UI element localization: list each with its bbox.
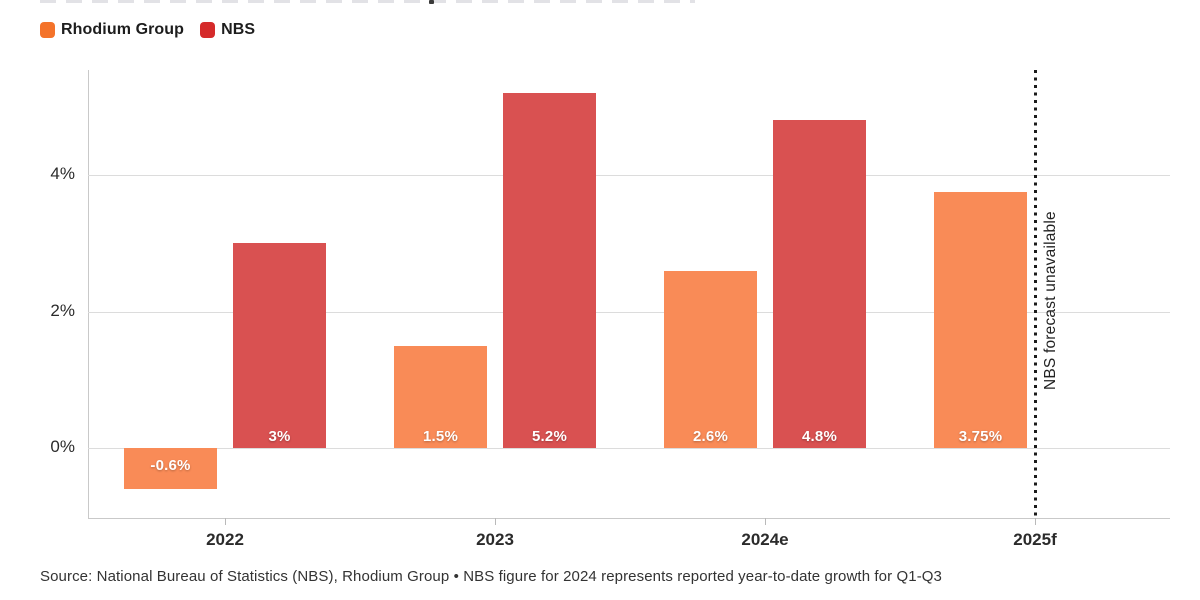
x-axis-tick <box>765 518 766 525</box>
y-axis-tick-label: 0% <box>50 437 75 456</box>
rhodium-swatch-icon <box>40 22 55 38</box>
y-axis-line <box>88 70 89 518</box>
x-axis-tick <box>495 518 496 525</box>
bar-rhodium-group-2022 <box>124 448 217 489</box>
bar-rhodium-group-2023 <box>394 345 487 448</box>
plot-area: 0% 2% 4% -0.6% 3% 2022 1.5% 5.2% 2023 2.6% 4.8% 202… <box>50 70 1170 549</box>
nbs-swatch-icon <box>200 22 216 38</box>
bar-nbs-2022 <box>233 243 326 448</box>
bar-value-label: 3.75% <box>958 428 1003 445</box>
bar-value-label: 3% <box>268 428 291 445</box>
gridline-2% <box>88 311 1170 313</box>
bar-rhodium-group-2024e <box>664 270 757 448</box>
bar-value-label: -0.6% <box>150 457 191 474</box>
y-axis-tick-label: 4% <box>50 164 75 183</box>
x-axis-label-2022: 2022 <box>206 530 244 549</box>
source-note: Source: National Bureau of Statistics (N… <box>40 568 942 585</box>
x-axis-label-2023: 2023 <box>476 530 514 549</box>
bar-nbs-2024e <box>773 120 866 448</box>
legend-label-nbs: NBS <box>221 21 256 38</box>
x-axis-tick <box>1035 518 1036 525</box>
legend-item-nbs: NBS <box>200 21 255 39</box>
x-axis-line <box>88 518 1170 519</box>
bar-nbs-2023 <box>503 93 596 448</box>
y-axis-tick-label: 2% <box>50 300 75 320</box>
x-axis-label-2025f: 2025f <box>1013 530 1057 549</box>
gridline-0% <box>88 448 1170 449</box>
x-axis-tick <box>225 518 226 525</box>
gridline-4% <box>88 175 1170 176</box>
cropped-title-remnant <box>40 0 695 3</box>
bar-value-label: 2.6% <box>693 428 728 445</box>
bar-value-label: 5.2% <box>532 428 567 445</box>
legend-item-rhodium: Rhodium Group <box>40 21 184 39</box>
legend-label-rhodium: Rhodium Group <box>61 21 185 38</box>
cropped-title-remnant-mark <box>429 0 434 4</box>
bar-value-label: 1.5% <box>423 428 458 445</box>
forecast-cutoff-dotted-line <box>1033 70 1037 518</box>
bar-value-label: 4.8% <box>802 428 837 445</box>
nbs-forecast-unavailable-annotation: NBS forecast unavailable <box>1042 211 1059 390</box>
legend: Rhodium Group NBS <box>40 21 255 39</box>
x-axis-label-2024e: 2024e <box>741 530 789 549</box>
bar-rhodium-group-2025f <box>934 192 1027 448</box>
